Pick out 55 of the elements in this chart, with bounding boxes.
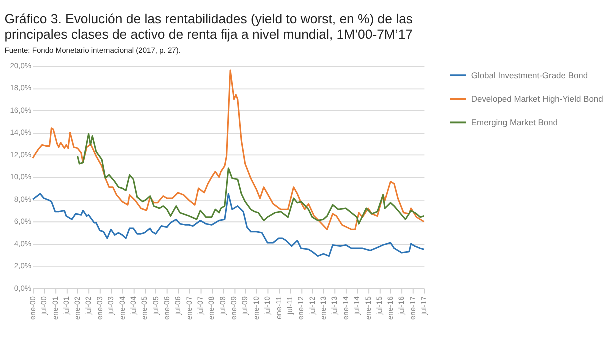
x-tick-label: ene-10 — [252, 296, 261, 320]
x-tick-label: ene-09 — [230, 296, 239, 320]
x-tick-label: jul-03 — [106, 296, 116, 316]
y-tick-label: 20,0% — [10, 61, 32, 70]
x-tick-label: ene-16 — [386, 296, 396, 320]
y-tick-label: 10,0% — [10, 172, 32, 182]
x-tick-label: ene-03 — [95, 296, 104, 320]
x-tick-label: jul-00 — [39, 296, 48, 316]
x-tick-label: ene-15 — [364, 296, 373, 320]
x-tick-label: ene-11 — [274, 296, 284, 320]
x-tick-label: jul-05 — [151, 296, 160, 316]
x-tick-label: ene-04 — [118, 296, 127, 320]
x-tick-label: ene-14 — [341, 296, 350, 320]
x-tick-label: ene-00 — [28, 296, 38, 320]
line-series — [32, 193, 425, 258]
y-tick-label: 12,0% — [10, 150, 32, 160]
legend-label: Emerging Market Bond — [471, 117, 558, 128]
legend-label: Developed Market High-Yield Bond — [471, 94, 604, 104]
x-tick-label: jul-16 — [397, 296, 406, 316]
x-tick-label: jul-15 — [374, 296, 384, 316]
x-tick-label: jul-14 — [352, 296, 362, 316]
x-tick-label: ene-06 — [162, 296, 172, 320]
legend-label: Global Investment-Grade Bond — [471, 70, 588, 80]
x-tick-label: jul-02 — [84, 296, 94, 316]
x-tick-label: jul-13 — [330, 296, 340, 316]
line-series — [76, 133, 425, 225]
y-tick-label: 0,0% — [14, 284, 32, 293]
y-tick-label: 4,0% — [14, 239, 32, 248]
x-tick-label: jul-09 — [240, 296, 250, 316]
x-tick-label: jul-12 — [308, 296, 317, 316]
y-tick-label: 14,0% — [10, 128, 32, 138]
chart-title: Gráfico 3. Evolución de las rentabilidades (yield to worst, en %) de las principales clases de activo de renta fija a nivel mundial, 1M’00-7M’17 — [4, 12, 414, 42]
x-tick-label: jul-06 — [174, 296, 183, 316]
x-tick-label: ene-02 — [73, 296, 82, 320]
x-tick-label: jul-01 — [62, 296, 71, 316]
x-tick-label: ene-17 — [408, 296, 418, 320]
x-tick-label: jul-08 — [218, 296, 228, 316]
x-tick-label: ene-08 — [207, 296, 216, 320]
y-tick-label: 8,0% — [14, 194, 32, 204]
y-tick-label: 6,0% — [14, 217, 32, 226]
x-tick-label: jul-07 — [196, 296, 205, 316]
x-tick-label: ene-13 — [319, 296, 328, 320]
y-tick-label: 16,0% — [10, 106, 32, 115]
x-tick-label: ene-07 — [184, 296, 194, 320]
x-tick-label: jul-11 — [285, 296, 294, 316]
x-tick-label: ene-01 — [50, 296, 60, 320]
line-series — [32, 70, 425, 230]
x-tick-label: ene-12 — [296, 296, 306, 320]
y-tick-label: 2,0% — [14, 262, 32, 271]
x-tick-label: jul-17 — [420, 296, 429, 316]
x-tick-label: jul-10 — [263, 296, 272, 316]
x-tick-label: ene-05 — [140, 296, 150, 320]
source-note: Fuente: Fondo Monetario internacional (2017, p. 27). — [4, 46, 181, 55]
x-tick-label: jul-04 — [128, 296, 138, 316]
y-tick-label: 18,0% — [10, 84, 32, 93]
